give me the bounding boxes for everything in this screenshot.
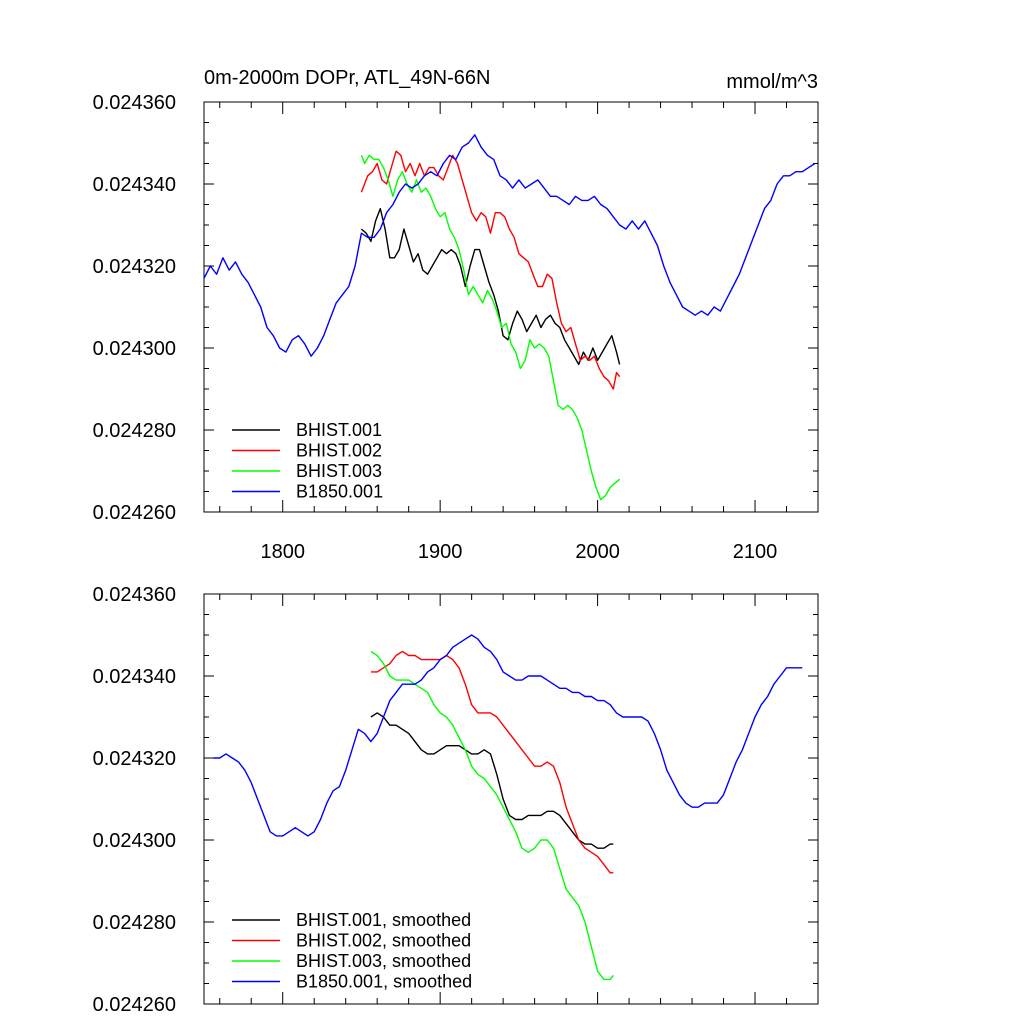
- legend-label: BHIST.002: [296, 441, 382, 461]
- series-line-2: [360, 154, 621, 501]
- legend-label: B1850.001, smoothed: [296, 972, 472, 992]
- y-tick-label: 0.024320: [93, 748, 176, 770]
- y-tick-label: 0.024360: [93, 92, 176, 114]
- series-line-3: [203, 134, 816, 357]
- series-line-1: [370, 650, 614, 874]
- series-line-0: [370, 712, 614, 849]
- legend-label: B1850.001: [296, 482, 383, 502]
- y-tick-label: 0.024340: [93, 174, 176, 196]
- series-line-3: [213, 634, 803, 837]
- legend-label: BHIST.001, smoothed: [296, 910, 471, 930]
- y-tick-label: 0.024280: [93, 420, 176, 442]
- series-line-0: [360, 207, 621, 366]
- x-tick-label: 2000: [575, 541, 620, 563]
- legend-label: BHIST.003, smoothed: [296, 951, 471, 971]
- series-line-2: [370, 650, 614, 981]
- y-tick-label: 0.024320: [93, 256, 176, 278]
- y-tick-label: 0.024300: [93, 338, 176, 360]
- series-line-1: [360, 150, 621, 390]
- legend-label: BHIST.002, smoothed: [296, 931, 471, 951]
- legend-label: BHIST.001: [296, 420, 382, 440]
- x-tick-label: 1900: [418, 541, 463, 563]
- y-tick-label: 0.024260: [93, 994, 176, 1016]
- legend-label: BHIST.003: [296, 461, 382, 481]
- y-tick-label: 0.024300: [93, 830, 176, 852]
- y-tick-label: 0.024260: [93, 502, 176, 524]
- y-tick-label: 0.024360: [93, 584, 176, 606]
- chart-title: 0m-2000m DOPr, ATL_49N-66N: [204, 67, 490, 89]
- y-tick-label: 0.024280: [93, 912, 176, 934]
- y-tick-label: 0.024340: [93, 666, 176, 688]
- chart-units-label: mmol/m^3: [726, 71, 818, 93]
- top-chart-panel: 0m-2000m DOPr, ATL_49N-66N mmol/m^3 0.02…: [93, 67, 819, 563]
- x-tick-label: 2100: [733, 541, 778, 563]
- bottom-chart-panel: 0.024260 0.024280 0.024300 0.024320 0.024340…: [93, 584, 819, 1016]
- x-tick-label: 1800: [260, 541, 305, 563]
